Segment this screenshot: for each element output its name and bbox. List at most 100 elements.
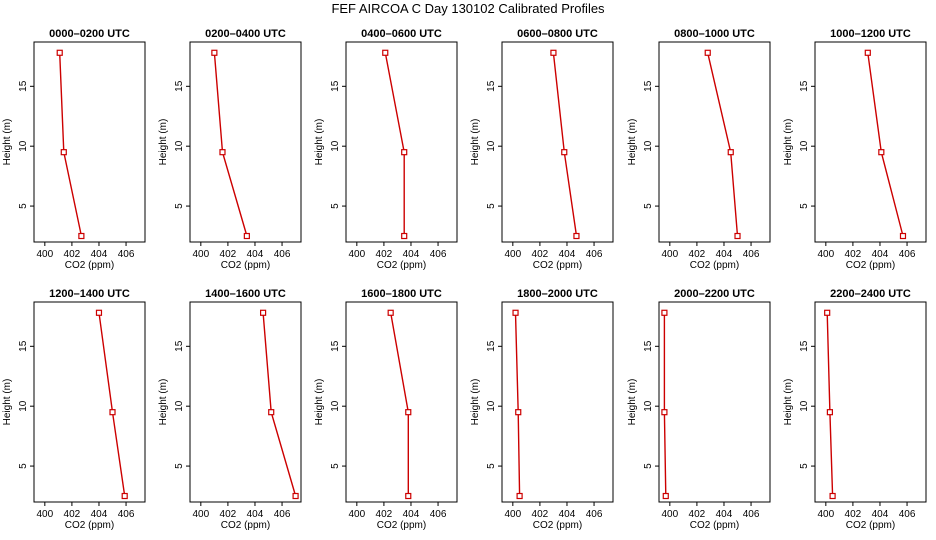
y-axis-label: Height (m): [158, 119, 169, 166]
y-tick-label: 10: [18, 140, 29, 152]
data-point: [550, 49, 557, 56]
data-point: [292, 492, 299, 500]
y-tick-label: 15: [330, 340, 341, 352]
panel: 0600–0800 UTC 400 402 404 406 5 10 15 CO2 (ppm) H…: [470, 28, 614, 271]
y-axis-label: Height (m): [158, 379, 169, 426]
data-point: [829, 492, 836, 500]
plot-frame: [33, 41, 146, 243]
y-tick-label: 5: [486, 203, 497, 209]
y-axis-label: Height (m): [2, 379, 13, 426]
data-point: [899, 232, 907, 240]
y-tick-label: 15: [643, 340, 654, 352]
y-tick-label: 10: [643, 400, 654, 412]
panel-title: 0200–0400 UTC: [205, 28, 286, 40]
plot-frame: [501, 301, 614, 503]
x-tick-label: 402: [220, 249, 237, 260]
y-tick-label: 15: [486, 80, 497, 92]
y-tick-label: 5: [799, 463, 810, 469]
x-axis-label: CO2 (ppm): [221, 260, 270, 271]
x-tick-label: 404: [872, 509, 889, 520]
x-tick-label: 400: [661, 249, 678, 260]
x-tick-label: 402: [845, 249, 862, 260]
panel: 0000–0200 UTC 400 402 404 406 5 10 15 CO2 (ppm) H…: [2, 28, 146, 271]
y-tick-label: 15: [18, 340, 29, 352]
x-tick-label: 402: [689, 249, 706, 260]
profile-line: [514, 312, 521, 497]
y-tick-label: 10: [486, 400, 497, 412]
y-tick-label: 15: [799, 340, 810, 352]
profile-line: [663, 312, 667, 497]
plot-frame: [814, 301, 927, 503]
y-axis-label: Height (m): [783, 379, 794, 426]
data-point: [401, 149, 408, 156]
panel: 0400–0600 UTC 400 402 404 406 5 10 15 CO2 (ppm) H…: [314, 28, 458, 271]
data-point: [573, 232, 580, 240]
x-tick-label: 406: [899, 249, 916, 260]
panel-title: 1400–1600 UTC: [205, 288, 286, 300]
y-axis-label: Height (m): [314, 119, 325, 166]
x-tick-label: 406: [586, 509, 603, 520]
panel-title: 1200–1400 UTC: [49, 288, 130, 300]
data-point: [727, 149, 734, 156]
profile-line: [390, 312, 409, 496]
y-tick-label: 10: [18, 400, 29, 412]
data-point: [382, 49, 389, 56]
data-point: [211, 49, 218, 56]
y-tick-label: 5: [174, 203, 185, 209]
data-point: [109, 409, 116, 416]
profile-line: [826, 312, 834, 497]
data-point: [268, 409, 275, 416]
data-point: [661, 409, 668, 416]
x-tick-label: 406: [430, 249, 447, 260]
x-tick-label: 400: [192, 509, 209, 520]
plot-frame: [189, 41, 302, 243]
x-tick-label: 400: [348, 249, 365, 260]
profile-line: [552, 52, 578, 237]
data-point: [734, 232, 741, 240]
x-tick-label: 404: [716, 509, 733, 520]
y-tick-label: 5: [330, 463, 341, 469]
x-tick-label: 404: [247, 509, 264, 520]
x-axis-label: CO2 (ppm): [65, 260, 114, 271]
x-tick-label: 402: [689, 509, 706, 520]
x-tick-label: 404: [559, 249, 576, 260]
y-axis-label: Height (m): [627, 379, 638, 426]
data-point: [60, 149, 67, 156]
panel: 2200–2400 UTC 400 402 404 406 5 10 15 CO2 (ppm) H…: [783, 288, 927, 531]
profile-line: [59, 52, 83, 237]
x-tick-label: 404: [91, 509, 108, 520]
y-tick-label: 10: [486, 140, 497, 152]
x-axis-label: CO2 (ppm): [533, 520, 582, 531]
plot-frame: [345, 41, 458, 243]
x-tick-label: 404: [247, 249, 264, 260]
y-tick-label: 5: [18, 463, 29, 469]
data-point: [405, 492, 412, 500]
data-point: [662, 492, 669, 500]
y-tick-label: 15: [174, 80, 185, 92]
x-tick-label: 400: [661, 509, 678, 520]
x-tick-label: 400: [36, 249, 53, 260]
profile-line: [262, 312, 297, 497]
y-tick-label: 10: [799, 400, 810, 412]
plot-frame: [658, 41, 771, 243]
data-point: [704, 49, 711, 56]
x-axis-label: CO2 (ppm): [377, 520, 426, 531]
y-axis-label: Height (m): [627, 119, 638, 166]
x-tick-label: 406: [743, 509, 760, 520]
x-tick-label: 406: [899, 509, 916, 520]
y-axis-label: Height (m): [314, 379, 325, 426]
y-tick-label: 15: [486, 340, 497, 352]
data-point: [864, 49, 871, 56]
x-tick-label: 402: [64, 509, 81, 520]
x-tick-label: 400: [192, 249, 209, 260]
x-tick-label: 402: [376, 509, 393, 520]
data-point: [405, 409, 412, 416]
x-tick-label: 400: [348, 509, 365, 520]
y-tick-label: 15: [18, 80, 29, 92]
profile-line: [384, 52, 405, 236]
x-tick-label: 402: [220, 509, 237, 520]
profile-line: [98, 312, 126, 497]
panel-title: 1600–1800 UTC: [361, 288, 442, 300]
data-point: [78, 232, 85, 240]
